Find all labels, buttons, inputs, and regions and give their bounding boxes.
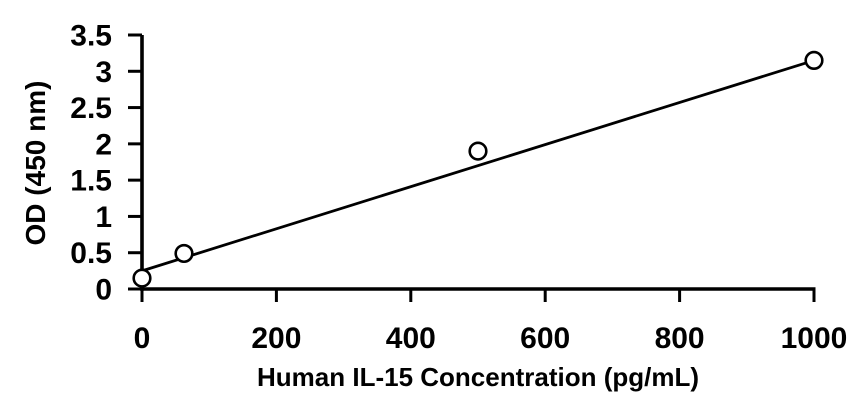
x-tick-label: 1000: [781, 322, 848, 355]
trend-line: [141, 59, 815, 273]
x-tick-label: 0: [134, 322, 151, 355]
y-tick-label: 1: [95, 201, 112, 234]
x-tick-label: 400: [386, 322, 436, 355]
y-tick-label: 2: [95, 128, 112, 161]
y-axis-title: OD (450 nm): [20, 80, 51, 246]
x-tick-label: 800: [655, 322, 705, 355]
y-tick-label: 0.5: [70, 237, 112, 270]
y-tick-label: 3: [95, 56, 112, 89]
y-tick-label: 1.5: [70, 165, 112, 198]
data-point-marker: [468, 141, 488, 161]
x-tick-label: 200: [251, 322, 301, 355]
data-point-marker: [804, 50, 824, 71]
data-point-marker: [174, 243, 194, 264]
y-tick-label: 3.5: [70, 20, 112, 53]
x-tick-label: 600: [520, 322, 570, 355]
data-point-marker: [132, 268, 152, 288]
x-axis-title: Human IL-15 Concentration (pg/mL): [257, 362, 699, 392]
y-tick-label: 2.5: [70, 92, 112, 125]
y-tick-label: 0: [95, 274, 112, 307]
